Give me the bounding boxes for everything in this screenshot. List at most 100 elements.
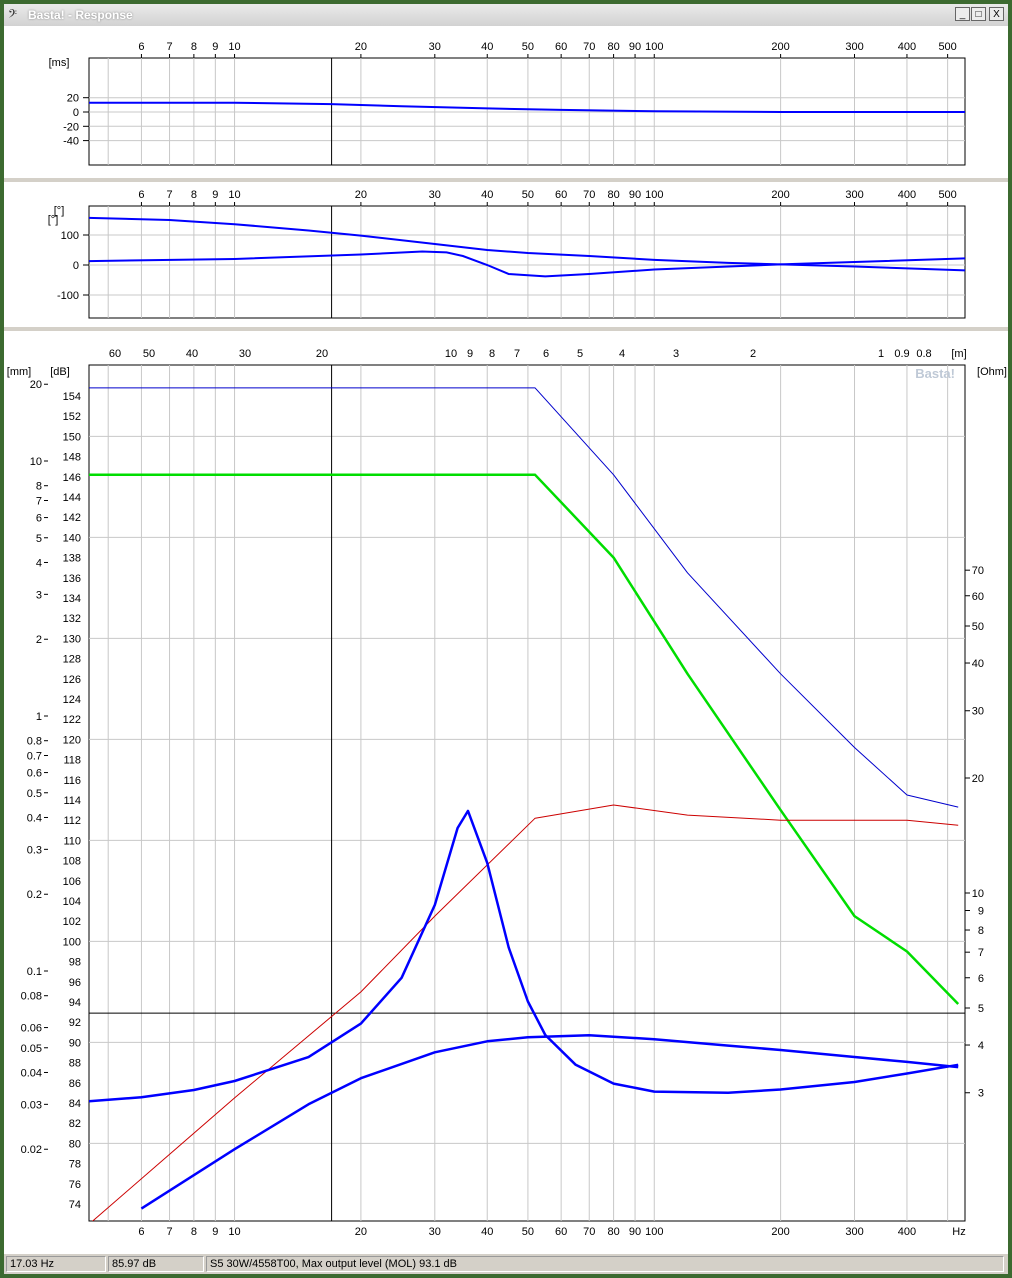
meter-tick-label: 8 — [489, 348, 495, 360]
x-tick-label: 100 — [645, 189, 663, 201]
db-tick-label: 108 — [63, 856, 81, 868]
spl-series-line — [140, 1033, 959, 1210]
status-bar: 17.03 Hz 85.97 dB S5 30W/4558T00, Max ou… — [4, 1254, 1008, 1274]
x-tick-label: 40 — [481, 189, 493, 201]
y-tick-label: 0 — [73, 260, 79, 272]
x-tick-label: 6 — [138, 1226, 144, 1238]
maximize-button[interactable]: □ — [971, 7, 986, 21]
mm-axis-label: [mm] — [7, 366, 31, 378]
x-tick-label: 8 — [191, 41, 197, 53]
x-tick-label: 300 — [845, 41, 863, 53]
ohm-tick-label: 50 — [972, 621, 984, 633]
x-tick-label: 400 — [898, 1226, 916, 1238]
db-tick-label: 150 — [63, 431, 81, 443]
meter-tick-label: 0.8 — [916, 348, 931, 360]
x-tick-label: 300 — [845, 189, 863, 201]
x-tick-label: 6 — [138, 41, 144, 53]
db-axis-label: [dB] — [50, 366, 70, 378]
db-tick-label: 98 — [69, 957, 81, 969]
x-tick-label: 30 — [429, 41, 441, 53]
mm-tick-label: 0.5 — [27, 788, 42, 800]
phase-unit-label: [°] — [48, 214, 59, 226]
x-tick-label: 9 — [212, 1226, 218, 1238]
mm-tick-label: 0.3 — [27, 844, 42, 856]
x-tick-label: 10 — [228, 1226, 240, 1238]
db-tick-label: 100 — [63, 936, 81, 948]
meter-tick-label: 2 — [750, 348, 756, 360]
phase-series-line — [88, 250, 966, 278]
x-tick-label: 20 — [355, 1226, 367, 1238]
x-tick-label: 60 — [555, 189, 567, 201]
db-tick-label: 104 — [63, 896, 81, 908]
mm-tick-label: 0.4 — [27, 812, 42, 824]
minimize-button[interactable]: _ — [955, 7, 970, 21]
status-info: S5 30W/4558T00, Max output level (MOL) 9… — [206, 1256, 1004, 1272]
x-tick-label: 30 — [429, 189, 441, 201]
x-tick-label: 200 — [771, 41, 789, 53]
x-tick-label: 7 — [166, 189, 172, 201]
x-tick-label: 8 — [191, 189, 197, 201]
db-tick-label: 74 — [69, 1199, 81, 1211]
ohm-tick-label: 9 — [978, 905, 984, 917]
ohm-tick-label: 5 — [978, 1003, 984, 1015]
x-tick-label: 400 — [898, 41, 916, 53]
db-tick-label: 88 — [69, 1058, 81, 1070]
panel-divider — [4, 178, 1008, 182]
mm-tick-label: 0.2 — [27, 889, 42, 901]
db-tick-label: 78 — [69, 1159, 81, 1171]
ohm-tick-label: 60 — [972, 591, 984, 603]
db-tick-label: 106 — [63, 876, 81, 888]
db-tick-label: 80 — [69, 1138, 81, 1150]
meter-tick-label: 20 — [316, 348, 328, 360]
x-tick-label: 7 — [166, 41, 172, 53]
status-frequency: 17.03 Hz — [6, 1256, 106, 1272]
close-button[interactable]: X — [989, 7, 1004, 21]
mm-tick-label: 0.03 — [21, 1099, 42, 1111]
x-tick-label: 100 — [645, 41, 663, 53]
ohm-tick-label: 40 — [972, 658, 984, 670]
ohm-tick-label: 8 — [978, 925, 984, 937]
meter-tick-label: 9 — [467, 348, 473, 360]
db-tick-label: 130 — [63, 633, 81, 645]
meter-axis-unit: [m] — [951, 348, 966, 360]
spl-series-line — [91, 804, 959, 1221]
mm-tick-label: 20 — [30, 379, 42, 391]
panel-divider — [4, 327, 1008, 331]
db-tick-label: 138 — [63, 553, 81, 565]
x-tick-label: 80 — [607, 189, 619, 201]
ohm-axis-label: [Ohm] — [977, 366, 1007, 378]
db-tick-label: 140 — [63, 532, 81, 544]
db-tick-label: 146 — [63, 472, 81, 484]
meter-tick-label: 7 — [514, 348, 520, 360]
mm-tick-label: 0.05 — [21, 1043, 42, 1055]
response-charts[interactable]: 200-20-406 7 8 9 10 20 30 40 50 60 70 80 90 100 200 300… — [4, 26, 1008, 1254]
y-axis-label: [ms] — [49, 57, 70, 69]
mm-tick-label: 0.02 — [21, 1144, 42, 1156]
mm-tick-label: 0.04 — [21, 1067, 42, 1079]
title-bar[interactable]: 𝄢 Basta! - Response _ □ X — [4, 4, 1008, 27]
x-tick-label: 90 — [629, 41, 641, 53]
x-tick-label: 80 — [607, 41, 619, 53]
db-tick-label: 116 — [63, 775, 81, 787]
x-tick-label: 300 — [845, 1226, 863, 1238]
db-tick-label: 126 — [63, 674, 81, 686]
client-area: 20 0 -20 -40 6 7 8 9 10 20 30 40 50 60 70 80 90 100 200 300… — [4, 26, 1008, 1254]
x-tick-label: 90 — [629, 189, 641, 201]
spl-series-line — [89, 473, 960, 1005]
db-tick-label: 92 — [69, 1017, 81, 1029]
y-tick-label: 0 — [73, 107, 79, 119]
x-tick-label: 100 — [645, 1226, 663, 1238]
y-tick-label: 100 — [61, 230, 79, 242]
x-tick-label: 20 — [355, 189, 367, 201]
x-tick-label: 20 — [355, 41, 367, 53]
ohm-tick-label: 4 — [978, 1040, 984, 1052]
mm-tick-label: 4 — [36, 557, 42, 569]
ohm-tick-label: 10 — [972, 888, 984, 900]
x-tick-label: 90 — [629, 1226, 641, 1238]
x-tick-label: 200 — [771, 1226, 789, 1238]
mm-tick-label: 7 — [36, 496, 42, 508]
x-tick-label: 70 — [583, 41, 595, 53]
db-tick-label: 128 — [63, 654, 81, 666]
status-level: 85.97 dB — [108, 1256, 204, 1272]
x-tick-label: 7 — [166, 1226, 172, 1238]
